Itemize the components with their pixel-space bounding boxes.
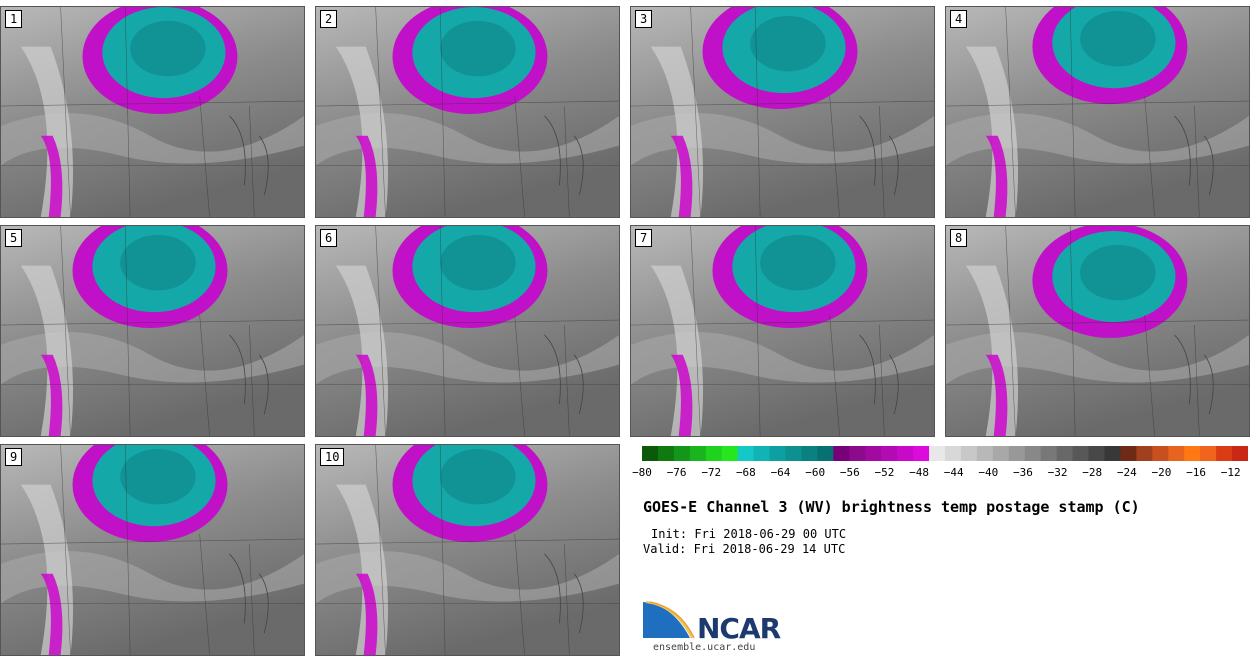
colorbar-segment bbox=[769, 446, 787, 461]
colorbar-segment bbox=[849, 446, 866, 461]
colorbar-segment bbox=[1152, 446, 1169, 461]
colorbar-tick-label: −24 bbox=[1116, 466, 1137, 479]
stamp-panel-9: 9 bbox=[0, 444, 305, 656]
ncar-logo-icon bbox=[643, 601, 695, 639]
colorbar-tick-label: −64 bbox=[770, 466, 791, 479]
colorbar-segment bbox=[801, 446, 818, 461]
colorbar-segment bbox=[992, 446, 1010, 461]
panel-number-label: 4 bbox=[950, 10, 968, 28]
stamp-panel-1: 1 bbox=[0, 6, 305, 218]
panel-number-label: 2 bbox=[320, 10, 338, 28]
colorbar-segment bbox=[1200, 446, 1217, 461]
colorbar-segment bbox=[881, 446, 898, 461]
logo-url: ensemble.ucar.edu bbox=[653, 642, 756, 653]
wv-map-image bbox=[1, 445, 304, 655]
stamp-panel-3: 3 bbox=[630, 6, 935, 218]
colorbar-segment bbox=[785, 446, 802, 461]
colorbar-tick-label: −52 bbox=[874, 466, 895, 479]
colorbar-segment bbox=[737, 446, 755, 461]
stamp-panel-8: 8 bbox=[945, 225, 1250, 437]
panel-number-label: 10 bbox=[320, 448, 345, 466]
colorbar-segment bbox=[1184, 446, 1201, 461]
panel-number-label: 7 bbox=[635, 229, 653, 247]
colorbar-tick-label: −20 bbox=[1151, 466, 1172, 479]
colorbar-segment bbox=[705, 446, 723, 461]
panel-number-label: 5 bbox=[5, 229, 23, 247]
colorbar-tick-label: −68 bbox=[735, 466, 756, 479]
stamp-panel-10: 10 bbox=[315, 444, 620, 656]
figure-title: GOES-E Channel 3 (WV) brightness temp po… bbox=[643, 498, 1140, 516]
colorbar-segment bbox=[1168, 446, 1185, 461]
init-time: Init: Fri 2018-06-29 00 UTC bbox=[651, 527, 847, 541]
valid-time: Valid: Fri 2018-06-29 14 UTC bbox=[643, 542, 846, 556]
wv-map-image bbox=[316, 445, 619, 655]
colorbar-segment bbox=[1232, 446, 1248, 461]
colorbar-segment bbox=[945, 446, 962, 461]
wv-map-image bbox=[1, 226, 304, 436]
wv-map-image bbox=[1, 7, 304, 217]
stamp-panel-7: 7 bbox=[630, 225, 935, 437]
colorbar-segment bbox=[642, 446, 659, 461]
colorbar-segment bbox=[689, 446, 707, 461]
colorbar-segment bbox=[1008, 446, 1026, 461]
colorbar-segment bbox=[1056, 446, 1074, 461]
colorbar-segment bbox=[913, 446, 930, 461]
panel-number-label: 3 bbox=[635, 10, 653, 28]
colorbar-tick-label: −40 bbox=[978, 466, 999, 479]
wv-map-image bbox=[631, 226, 934, 436]
colorbar-tick-label: −76 bbox=[666, 466, 687, 479]
logo-wordmark: NCAR bbox=[697, 612, 781, 645]
colorbar-segment bbox=[929, 446, 946, 461]
colorbar-tick-label: −44 bbox=[943, 466, 964, 479]
colorbar-segment bbox=[1088, 446, 1105, 461]
colorbar-segment bbox=[1120, 446, 1137, 461]
colorbar-tick-label: −32 bbox=[1047, 466, 1068, 479]
colorbar-segment bbox=[673, 446, 691, 461]
colorbar-segment bbox=[1024, 446, 1042, 461]
temperature-colorbar bbox=[642, 446, 1248, 461]
wv-map-image bbox=[946, 226, 1249, 436]
colorbar-segment bbox=[1104, 446, 1121, 461]
wv-map-image bbox=[316, 7, 619, 217]
colorbar-tick-label: −80 bbox=[632, 466, 652, 479]
panel-number-label: 9 bbox=[5, 448, 23, 466]
colorbar-tick-label: −16 bbox=[1186, 466, 1206, 479]
colorbar-segment bbox=[1072, 446, 1090, 461]
colorbar-segment bbox=[657, 446, 675, 461]
colorbar-segment bbox=[960, 446, 978, 461]
stamp-panel-6: 6 bbox=[315, 225, 620, 437]
stamp-panel-2: 2 bbox=[315, 6, 620, 218]
wv-map-image bbox=[946, 7, 1249, 217]
colorbar-tick-label: −28 bbox=[1082, 466, 1103, 479]
colorbar-segment bbox=[865, 446, 882, 461]
colorbar-segment bbox=[753, 446, 771, 461]
colorbar-segment bbox=[833, 446, 850, 461]
colorbar-segment bbox=[1040, 446, 1058, 461]
colorbar-segment bbox=[1136, 446, 1153, 461]
wv-map-image bbox=[631, 7, 934, 217]
stamp-panel-5: 5 bbox=[0, 225, 305, 437]
colorbar-segment bbox=[897, 446, 914, 461]
colorbar-segment bbox=[1216, 446, 1233, 461]
colorbar-tick-label: −56 bbox=[839, 466, 860, 479]
panel-number-label: 8 bbox=[950, 229, 968, 247]
colorbar-tick-label: −72 bbox=[701, 466, 722, 479]
colorbar-tick-label: −12 bbox=[1220, 466, 1241, 479]
colorbar-tick-label: −60 bbox=[805, 466, 826, 479]
stamp-panel-4: 4 bbox=[945, 6, 1250, 218]
colorbar-segment bbox=[817, 446, 834, 461]
colorbar-tick-label: −36 bbox=[1012, 466, 1033, 479]
colorbar-tick-label: −48 bbox=[909, 466, 929, 479]
colorbar-segment bbox=[721, 446, 739, 461]
colorbar-segment bbox=[976, 446, 994, 461]
wv-map-image bbox=[316, 226, 619, 436]
panel-number-label: 1 bbox=[5, 10, 23, 28]
panel-number-label: 6 bbox=[320, 229, 338, 247]
